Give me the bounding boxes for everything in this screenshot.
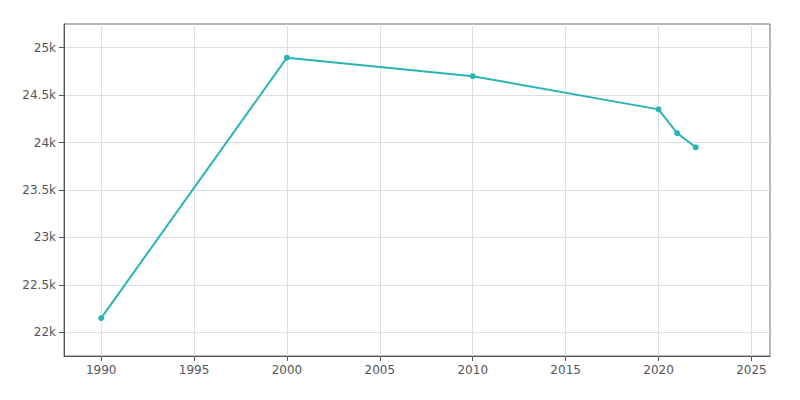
svg-text:22k: 22k — [34, 325, 56, 339]
svg-text:22.5k: 22.5k — [22, 278, 56, 292]
svg-text:1995: 1995 — [179, 363, 210, 377]
svg-text:2015: 2015 — [550, 363, 581, 377]
svg-text:2010: 2010 — [457, 363, 488, 377]
svg-text:2025: 2025 — [736, 363, 767, 377]
svg-text:1990: 1990 — [86, 363, 117, 377]
svg-text:2020: 2020 — [643, 363, 674, 377]
svg-text:25k: 25k — [34, 41, 56, 55]
svg-text:23k: 23k — [34, 230, 56, 244]
svg-text:2005: 2005 — [365, 363, 396, 377]
svg-text:2000: 2000 — [272, 363, 303, 377]
svg-text:24k: 24k — [34, 136, 56, 150]
svg-text:23.5k: 23.5k — [22, 183, 56, 197]
svg-text:24.5k: 24.5k — [22, 88, 56, 102]
